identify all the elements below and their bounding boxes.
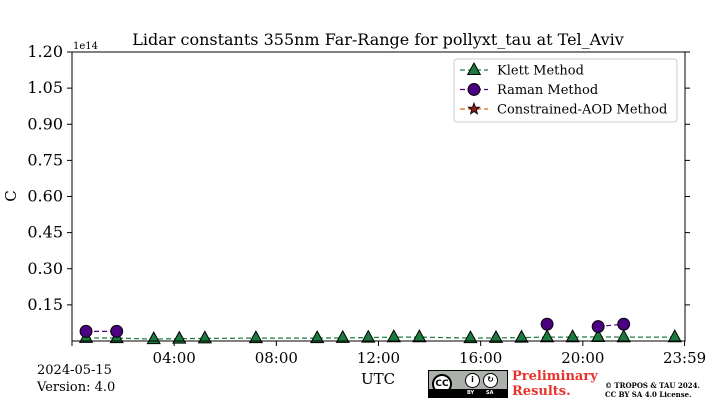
klett-method-point — [146, 331, 161, 345]
x-axis-label: UTC — [361, 370, 395, 388]
y-tick-label: 0.45 — [27, 223, 63, 242]
raman-method-point — [617, 317, 631, 331]
klett-method-point — [514, 329, 529, 343]
klett-method-point — [197, 330, 212, 344]
y-axis-label: C — [2, 190, 20, 201]
y-tick-label: 1.20 — [27, 42, 63, 61]
raman-method-point — [591, 320, 605, 333]
preliminary-line-2: Results. — [512, 384, 571, 399]
plot-frame — [71, 51, 686, 342]
preliminary-line-1: Preliminary — [512, 369, 598, 384]
x-tick-label: 12:00 — [357, 349, 400, 367]
axis-ticks: 0.15 0.30 0.45 0.60 0.75 0.90 1.05 1.20 04:00 08:… — [27, 42, 706, 367]
raman-method-point — [79, 324, 93, 338]
sa-label: SA — [486, 390, 494, 396]
attribution-icon: i — [465, 373, 480, 388]
legend-marker-klett-method — [466, 61, 482, 76]
klett-method-point — [539, 329, 555, 343]
klett-method-point — [335, 329, 350, 343]
klett-method-line — [85, 336, 675, 340]
x-tick-label: 08:00 — [255, 349, 298, 367]
y-tick-label: 0.15 — [27, 295, 63, 314]
x-tick-label: 20:00 — [561, 349, 604, 367]
y-multiplier: 1e14 — [73, 41, 98, 52]
y-tick-label: 0.75 — [27, 150, 63, 169]
raman-method-point — [110, 324, 124, 338]
klett-method-point — [488, 329, 504, 343]
chart-title: Lidar constants 355nm Far-Range for poll… — [132, 30, 624, 49]
raman-method-point — [540, 317, 554, 331]
version-label: Version: 4.0 — [37, 380, 116, 395]
y-tick-label: 0.90 — [27, 114, 63, 133]
legend-label-constrained-aod-method: Constrained-AOD Method — [497, 103, 667, 118]
y-tick-label: 1.05 — [27, 78, 63, 97]
y-tick-label: 0.60 — [27, 187, 63, 206]
klett-method-point — [310, 330, 325, 344]
klett-method-point — [412, 329, 427, 343]
klett-method-point — [565, 329, 580, 343]
cc-license-badge[interactable]: CC i ↻ BY SA — [428, 370, 508, 398]
klett-method-point — [667, 329, 682, 343]
klett-method-point — [616, 329, 631, 343]
legend-marker-raman-method — [467, 83, 481, 96]
legend-marker-constrained-aod-method — [467, 101, 481, 115]
copyright-notice: © TROPOS & TAU 2024. CC BY SA 4.0 Licens… — [605, 381, 700, 399]
legend-label-klett-method: Klett Method — [497, 64, 584, 79]
klett-method-point — [248, 330, 264, 344]
klett-method-point — [463, 330, 478, 344]
legend-label-raman-method: Raman Method — [497, 83, 598, 98]
klett-method-point — [361, 329, 376, 343]
klett-method-point — [386, 329, 401, 343]
x-tick-label: 16:00 — [459, 349, 502, 367]
cc-badge-bar — [429, 389, 507, 397]
preliminary-notice: Preliminary Results. — [512, 369, 598, 399]
klett-method-point — [172, 330, 187, 344]
series-markers — [78, 317, 682, 345]
y-tick-label: 0.30 — [27, 259, 63, 278]
legend: Klett Method Raman Method Constrained-AOD … — [453, 58, 678, 123]
share-alike-icon: ↻ — [483, 373, 498, 388]
copyright-line-1: © TROPOS & TAU 2024. — [605, 381, 700, 390]
x-tick-label: 04:00 — [153, 349, 196, 367]
by-label: BY — [467, 390, 475, 396]
legend-box — [453, 58, 678, 123]
series-lines — [85, 323, 675, 340]
copyright-line-2: CC BY SA 4.0 License. — [605, 390, 692, 399]
date-label: 2024-05-15 — [37, 363, 112, 378]
x-tick-label: 23:59 — [663, 349, 706, 367]
